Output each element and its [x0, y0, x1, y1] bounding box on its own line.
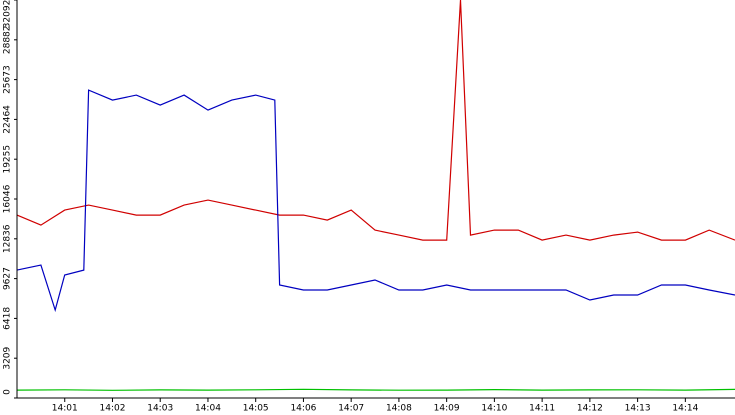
y-tick-label: 9627	[3, 267, 13, 290]
x-tick-label: 14:01	[52, 404, 78, 414]
x-tick-label: 14:10	[481, 404, 507, 414]
x-tick-label: 14:05	[243, 404, 269, 414]
y-tick-label: 6418	[3, 307, 13, 330]
x-tick-label: 14:07	[338, 404, 364, 414]
x-tick-label: 14:12	[577, 404, 603, 414]
x-tick-label: 14:06	[290, 404, 316, 414]
x-tick-label: 14:14	[672, 404, 698, 414]
x-tick-label: 14:09	[434, 404, 460, 414]
series-line	[16, 89, 735, 313]
x-tick-label: 14:02	[100, 404, 126, 414]
x-tick-label: 14:08	[386, 404, 412, 414]
series-line	[16, 0, 735, 241]
y-tick-label: 19255	[3, 145, 13, 174]
x-tick-label: 14:13	[625, 404, 651, 414]
y-tick-label: 3209	[3, 346, 13, 369]
y-tick-label: 0	[3, 389, 13, 395]
x-tick-label: 14:04	[195, 404, 221, 414]
y-tick-label: 28882	[3, 25, 13, 54]
y-tick-label: 22464	[3, 105, 13, 134]
y-tick-label: 25673	[3, 65, 13, 94]
y-tick-label: 32092	[3, 0, 13, 28]
y-tick-label: 16046	[3, 184, 13, 213]
x-tick-label: 14:03	[147, 404, 173, 414]
series-line	[16, 388, 735, 391]
y-tick-label: 12836	[3, 224, 13, 253]
x-tick-label: 14:11	[529, 404, 555, 414]
